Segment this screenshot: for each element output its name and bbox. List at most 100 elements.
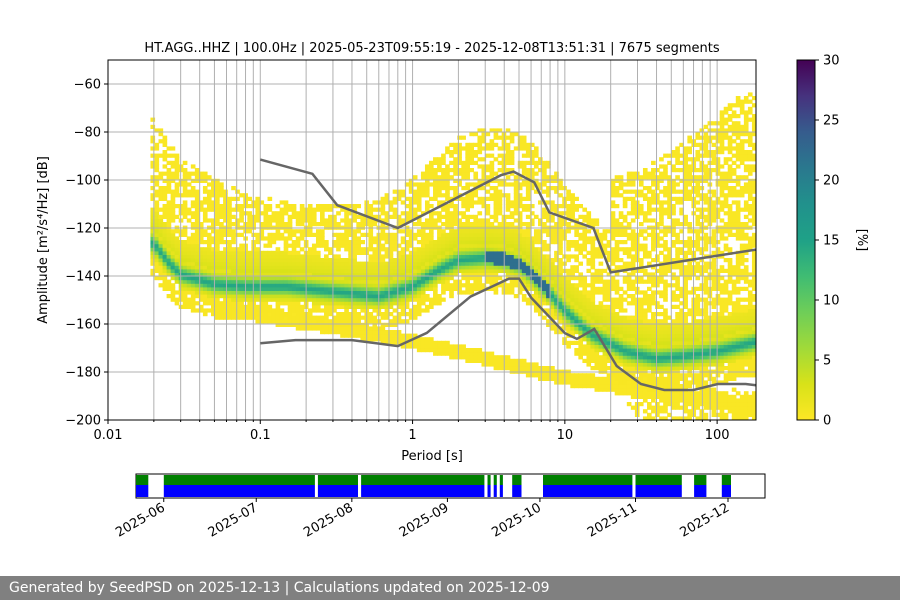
heatmap-cell [315,265,321,270]
heatmap-cell [320,265,325,270]
heatmap-cell [416,301,422,306]
heatmap-cell [533,236,539,241]
heatmap-cell [437,164,442,169]
heatmap-cell [695,308,701,313]
heatmap-cell [445,211,450,216]
heatmap-cell [610,250,616,255]
heatmap-cell [489,236,495,241]
heatmap-cell [235,272,240,277]
heatmap-cell [586,218,592,223]
heatmap-cell [453,211,458,216]
heatmap-cell [271,232,277,237]
heatmap-cell [529,261,535,266]
heatmap-cell [186,254,192,259]
heatmap-cell [533,297,539,302]
heatmap-cell [170,160,176,165]
heatmap-cell [655,222,660,227]
heatmap-cell [211,182,216,187]
heatmap-cell [315,268,321,273]
heatmap-cell [651,391,656,396]
heatmap-cell [505,240,511,245]
heatmap-cell [671,344,676,349]
heatmap-cell [586,304,592,309]
heatmap-cell [630,182,636,187]
heatmap-cell [429,243,434,248]
heatmap-cell [671,391,676,396]
heatmap-cell [509,283,515,288]
heatmap-cell [433,168,438,173]
heatmap-cell [542,175,547,180]
heatmap-cell [429,279,434,284]
heatmap-cell [521,366,527,371]
heatmap-cell [348,240,353,245]
heatmap-cell [227,258,232,263]
heatmap-cell [400,268,406,273]
heatmap-cell [372,297,378,302]
heatmap-cell [235,279,240,284]
heatmap-cell [610,286,616,291]
heatmap-cell [505,200,511,205]
heatmap-cell [622,204,628,209]
heatmap-cell [683,344,688,349]
heatmap-cell [473,351,479,356]
heatmap-cell [655,362,660,367]
heatmap-cell [457,232,462,237]
heatmap-cell [158,186,164,191]
heatmap-cell [469,351,475,356]
heatmap-cell [671,351,676,356]
heatmap-cell [594,340,600,345]
heatmap-cell [578,312,584,317]
heatmap-cell [473,175,479,180]
heatmap-cell [445,146,450,151]
heatmap-cell [404,211,410,216]
heatmap-cell [513,250,519,255]
heatmap-cell [441,254,446,259]
heatmap-cell [586,211,592,216]
heatmap-cell [497,243,503,248]
heatmap-cell [412,261,418,266]
heatmap-cell [154,157,160,162]
heatmap-cell [235,254,240,259]
heatmap-cell [211,207,216,212]
heatmap-cell [663,358,668,363]
heatmap-cell [525,193,531,198]
heatmap-cell [279,200,285,205]
heatmap-cell [295,312,301,317]
heatmap-cell [683,322,688,327]
heatmap-cell [647,254,652,259]
heatmap-cell [683,189,688,194]
heatmap-cell [497,168,503,173]
heatmap-cell [287,232,293,237]
heatmap-cell [642,373,648,378]
heatmap-cell [392,333,398,338]
heatmap-cell [598,268,604,273]
heatmap-cell [590,358,596,363]
heatmap-cell [606,344,612,349]
heatmap-cell [198,254,204,259]
heatmap-cell [259,286,265,291]
heatmap-cell [170,146,176,151]
heatmap-cell [368,279,374,284]
heatmap-cell [202,261,208,266]
heatmap-cell [235,283,240,288]
heatmap-cell [360,301,366,306]
heatmap-cell [461,200,466,205]
heatmap-cell [647,211,652,216]
heatmap-cell [477,276,483,281]
heatmap-cell [215,189,220,194]
heatmap-cell [154,211,160,216]
heatmap-cell [287,222,293,227]
heatmap-cell [513,254,519,259]
heatmap-cell [352,326,357,331]
heatmap-cell [227,222,232,227]
heatmap-cell [352,254,357,259]
heatmap-cell [546,308,551,313]
heatmap-cell [219,211,224,216]
heatmap-cell [606,366,612,371]
heatmap-cell [505,150,511,155]
heatmap-cell [626,178,632,183]
heatmap-cell [227,276,232,281]
heatmap-cell [388,240,394,245]
heatmap-cell [521,265,527,270]
heatmap-cell [590,301,596,306]
